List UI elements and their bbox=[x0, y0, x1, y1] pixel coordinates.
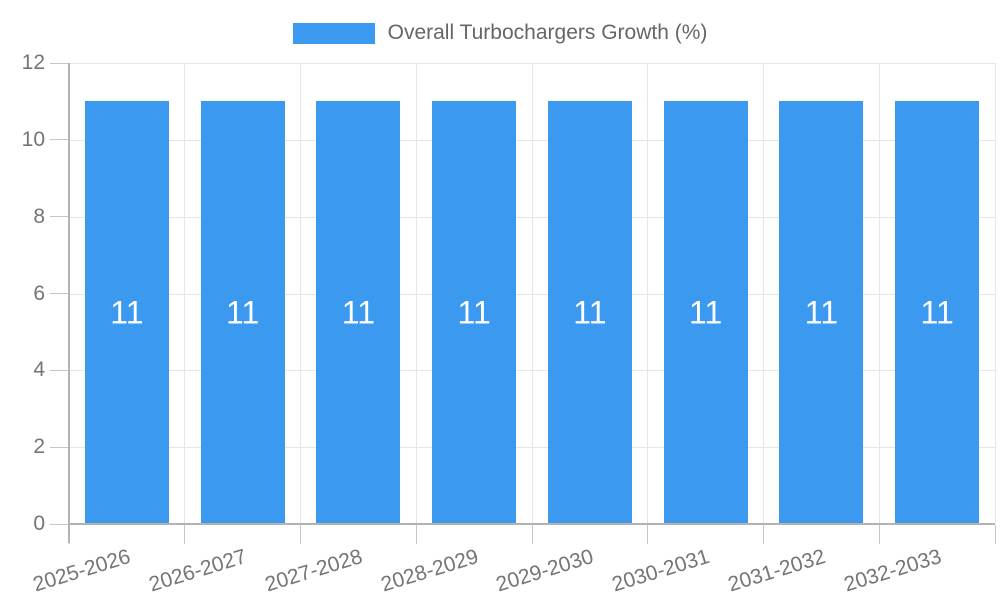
x-tick-label: 2032-2033 bbox=[841, 545, 944, 597]
x-tick-label: 2029-2030 bbox=[493, 545, 597, 597]
x-gridline bbox=[763, 63, 764, 524]
legend[interactable]: Overall Turbochargers Growth (%) bbox=[0, 21, 1000, 45]
bar-value-label: 11 bbox=[341, 294, 375, 331]
y-tick-label: 6 bbox=[33, 281, 45, 305]
y-tick-mark bbox=[50, 216, 69, 218]
bar[interactable]: 11 bbox=[895, 101, 980, 524]
legend-swatch bbox=[292, 22, 375, 44]
x-tick-label: 2028-2029 bbox=[378, 545, 481, 597]
bar-value-label: 11 bbox=[804, 294, 838, 331]
y-tick-mark bbox=[50, 369, 69, 371]
bar[interactable]: 11 bbox=[779, 101, 864, 524]
x-gridline bbox=[994, 63, 996, 524]
x-gridline bbox=[647, 63, 649, 524]
bar[interactable]: 11 bbox=[432, 101, 517, 524]
plot-area: 11 11 11 11 11 11 11 11 bbox=[69, 63, 996, 524]
x-tick-mark bbox=[531, 525, 533, 544]
x-gridline bbox=[415, 63, 417, 524]
bar-value-label: 11 bbox=[110, 294, 144, 331]
bar[interactable]: 11 bbox=[200, 101, 285, 524]
x-gridline bbox=[878, 63, 880, 524]
x-gridline bbox=[531, 63, 533, 524]
legend-label: Overall Turbochargers Growth (%) bbox=[387, 21, 708, 44]
y-tick-label: 12 bbox=[21, 51, 45, 74]
y-tick-mark bbox=[50, 62, 69, 64]
y-tick-label: 0 bbox=[33, 512, 45, 535]
x-tick-mark bbox=[763, 525, 764, 544]
x-gridline bbox=[300, 63, 301, 524]
y-tick-mark bbox=[50, 446, 69, 448]
y-tick-mark bbox=[50, 293, 69, 294]
x-tick-mark bbox=[994, 525, 996, 544]
bar-value-label: 11 bbox=[573, 294, 607, 331]
y-tick-label: 2 bbox=[33, 435, 45, 459]
y-tick-label: 10 bbox=[21, 127, 45, 151]
x-tick-label: 2025-2026 bbox=[30, 545, 134, 597]
bar-value-label: 11 bbox=[226, 294, 260, 331]
bar[interactable]: 11 bbox=[316, 101, 401, 524]
x-tick-mark bbox=[878, 525, 880, 544]
y-tick-label: 4 bbox=[33, 358, 45, 382]
bar-value-label: 11 bbox=[457, 294, 491, 331]
x-tick-mark bbox=[184, 525, 186, 544]
y-tick-mark bbox=[50, 523, 69, 525]
bar[interactable]: 11 bbox=[547, 101, 632, 524]
y-tick-mark bbox=[50, 139, 69, 141]
x-tick-mark bbox=[647, 525, 649, 544]
bar-value-label: 11 bbox=[689, 294, 723, 331]
bar[interactable]: 11 bbox=[84, 101, 169, 524]
x-tick-mark bbox=[415, 525, 417, 544]
x-tick-mark bbox=[300, 525, 301, 544]
x-axis-line bbox=[69, 523, 995, 525]
x-tick-label: 2030-2031 bbox=[609, 545, 713, 597]
y-axis-line bbox=[68, 63, 70, 543]
bar[interactable]: 11 bbox=[663, 101, 748, 524]
x-tick-label: 2031-2032 bbox=[725, 545, 829, 597]
bar-value-label: 11 bbox=[920, 294, 954, 331]
y-tick-label: 8 bbox=[33, 204, 45, 228]
x-tick-label: 2026-2027 bbox=[146, 545, 250, 597]
x-tick-label: 2027-2028 bbox=[262, 545, 366, 597]
x-gridline bbox=[184, 63, 186, 524]
